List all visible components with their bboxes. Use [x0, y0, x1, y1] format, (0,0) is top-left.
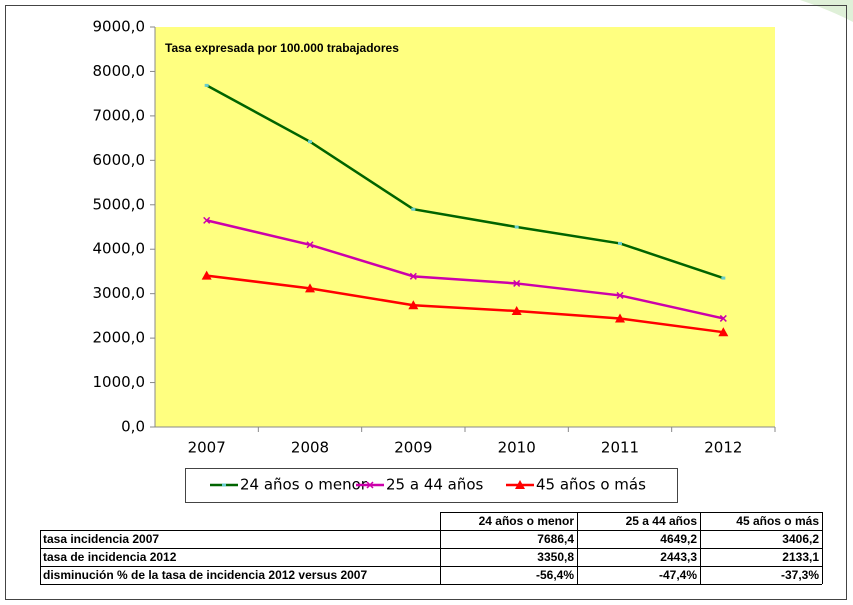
- legend-label: 45 años o más: [536, 476, 646, 494]
- x-tick-label: 2012: [704, 439, 742, 457]
- y-tick-label: 7000,0: [93, 106, 146, 124]
- y-tick-label: 9000,0: [93, 18, 146, 36]
- x-tick-label: 2007: [188, 439, 226, 457]
- x-tick-label: 2010: [498, 439, 536, 457]
- point: [616, 291, 624, 299]
- y-tick-label: 0,0: [121, 418, 145, 436]
- table-cell: -47,4%: [659, 568, 697, 582]
- frame: [5, 5, 847, 600]
- table-cell: 4649,2: [660, 532, 697, 546]
- x-tick-label: 2009: [394, 439, 432, 457]
- table-cell: 3350,8: [537, 550, 574, 564]
- table-cell: -56,4%: [536, 568, 574, 582]
- table-cell: 3406,2: [782, 532, 819, 546]
- x-tick-label: 2011: [601, 439, 639, 457]
- y-tick-label: 1000,0: [93, 373, 146, 391]
- point: [615, 313, 625, 323]
- series-line: [206, 84, 724, 280]
- point: [718, 327, 729, 337]
- point: [411, 207, 416, 211]
- legend-marker: [222, 483, 226, 487]
- annotation: Tasa expresada por 100.000 trabajadores: [165, 41, 399, 55]
- y-tick-label: 4000,0: [93, 240, 146, 258]
- point: [408, 300, 419, 310]
- table-cell: -37,3%: [781, 568, 819, 582]
- y-tick-label: 8000,0: [93, 62, 146, 80]
- point: [618, 241, 622, 245]
- plot-area: [155, 27, 775, 427]
- point: [201, 270, 212, 280]
- point: [719, 314, 727, 322]
- point: [204, 83, 209, 87]
- series-line: [206, 274, 724, 334]
- point: [305, 283, 315, 293]
- table-header: 25 a 44 años: [626, 514, 698, 528]
- table-cell: 2443,3: [660, 550, 697, 564]
- series-line: [206, 219, 724, 320]
- row-label: tasa incidencia 2007: [43, 532, 159, 546]
- legend-marker: [366, 481, 374, 489]
- table-header: 24 años o menor: [479, 514, 575, 528]
- point: [721, 276, 726, 280]
- table-header: 45 años o más: [736, 514, 819, 528]
- point: [409, 272, 417, 280]
- table-cell: 2133,1: [782, 550, 819, 564]
- legend-marker: [515, 480, 525, 489]
- point: [513, 279, 521, 287]
- y-tick-label: 2000,0: [93, 329, 146, 347]
- point: [203, 216, 211, 224]
- point: [308, 140, 312, 144]
- table-cell: 7686,4: [537, 532, 574, 546]
- legend-label: 25 a 44 años: [386, 476, 484, 494]
- y-tick-label: 6000,0: [93, 151, 146, 169]
- point: [306, 241, 314, 249]
- corner-decoration: [800, 0, 853, 22]
- x-tick-label: 2008: [291, 439, 329, 457]
- point: [514, 225, 519, 229]
- legend-label: 24 años o menor: [240, 476, 368, 494]
- legend-box: [185, 468, 678, 503]
- point: [511, 306, 522, 315]
- y-tick-label: 5000,0: [93, 195, 146, 213]
- y-tick-label: 3000,0: [93, 284, 146, 302]
- row-label: disminución % de la tasa de incidencia 2…: [43, 568, 367, 582]
- row-label: tasa de incidencia 2012: [43, 550, 177, 564]
